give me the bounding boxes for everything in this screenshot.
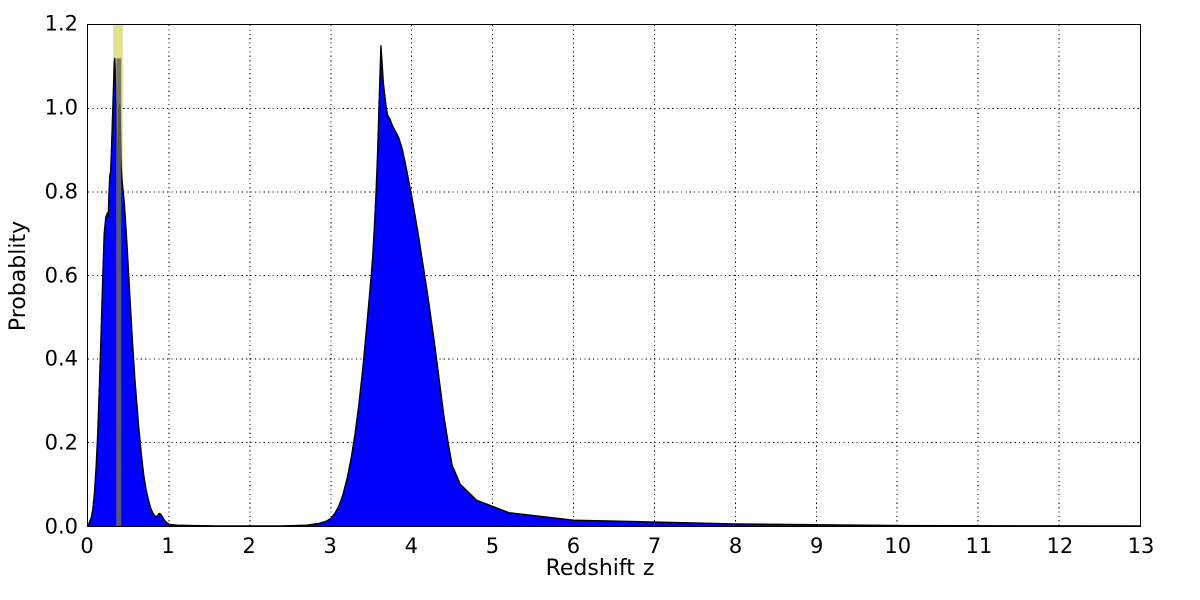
x-tick-label: 9	[810, 534, 824, 558]
x-tick-label: 1	[161, 534, 175, 558]
distribution-curve	[88, 45, 1140, 526]
y-tick-label: 0.2	[44, 430, 78, 455]
y-tick-label: 0.4	[44, 346, 78, 371]
plot-svg	[88, 25, 1140, 526]
x-tick-label: 2	[242, 534, 256, 558]
gridlines-group	[88, 25, 1140, 526]
y-tick-label: 0.8	[44, 179, 78, 204]
x-tick-label: 6	[566, 534, 581, 558]
x-tick-label: 0	[80, 534, 94, 558]
x-tick-label: 10	[884, 534, 912, 558]
y-tick-label: 1.0	[44, 95, 78, 120]
x-tick-label: 3	[323, 534, 337, 558]
x-axis-label: Redshift z	[545, 556, 655, 581]
x-tick-label: 4	[404, 534, 418, 558]
y-tick-label: 0.6	[44, 263, 78, 287]
x-tick-label: 8	[728, 534, 743, 558]
x-tick-label: 7	[647, 534, 662, 558]
y-tick-label: 0.0	[44, 514, 78, 539]
x-tick-label: 5	[485, 534, 500, 558]
y-axis-label: Probablity	[6, 220, 31, 332]
x-tick-label: 12	[1046, 534, 1074, 558]
x-tick-label: 13	[1127, 534, 1155, 558]
y-tick-label: 1.2	[44, 11, 78, 36]
plot-axes-area	[87, 24, 1141, 527]
x-tick-label: 11	[965, 534, 993, 558]
